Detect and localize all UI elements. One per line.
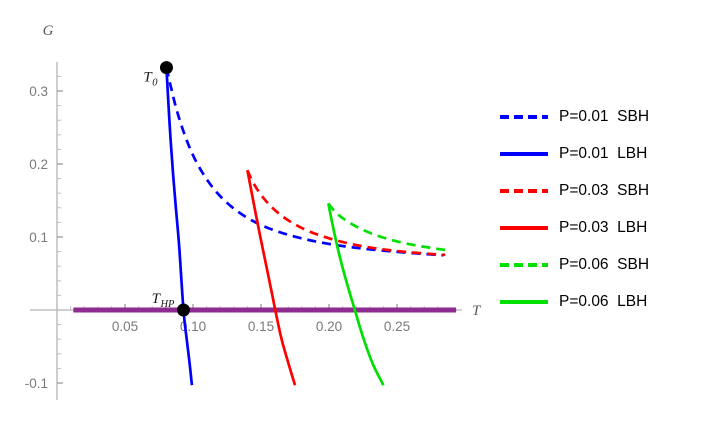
y-tick-label: 0.2: [29, 157, 48, 172]
y-axis-title: G: [43, 23, 54, 39]
x-tick-label: 0.15: [248, 319, 274, 334]
x-tick-label: 0.05: [112, 319, 138, 334]
legend-swatch-solid-green: [500, 299, 548, 304]
legend-item-p001-lbh[interactable]: P=0.01 LBH: [500, 135, 696, 172]
point-label-t0: T0: [143, 70, 158, 89]
y-tick-label: -0.1: [25, 376, 48, 391]
x-tick-label: 0.20: [316, 319, 342, 334]
point-label-thp: THP: [152, 291, 175, 310]
series-curve-p-0-03-sbh: [246, 169, 446, 257]
legend-swatch-dashed-red: [500, 188, 548, 193]
legend-item-p006-lbh[interactable]: P=0.06 LBH: [500, 283, 696, 320]
legend-label: P=0.03 SBH: [559, 181, 650, 199]
legend-label: P=0.06 LBH: [559, 292, 648, 310]
marker-point-thp: [176, 303, 190, 317]
x-tick-label: 0.25: [384, 319, 410, 334]
legend-swatch-solid-red: [500, 225, 548, 230]
y-tick-label: 0.3: [29, 84, 48, 99]
series-curve-p-0-01-sbh: [165, 67, 444, 257]
legend-swatch-dashed-blue: [500, 114, 548, 119]
marker-point-t0: [159, 61, 173, 75]
legend-swatch-dashed-green: [500, 262, 548, 267]
series-curve-p-0-01-lbh: [165, 67, 194, 386]
legend-item-p003-sbh[interactable]: P=0.03 SBH: [500, 172, 696, 209]
legend-label: P=0.03 LBH: [559, 218, 648, 236]
legend-label: P=0.06 SBH: [559, 255, 650, 273]
y-tick-label: 0.1: [29, 230, 48, 245]
series-curve-p-0-03-lbh: [246, 169, 297, 386]
legend-item-p006-sbh[interactable]: P=0.06 SBH: [500, 246, 696, 283]
x-axis-title: T: [472, 303, 482, 319]
legend-swatch-solid-blue: [500, 151, 548, 156]
legend-item-p001-sbh[interactable]: P=0.01 SBH: [500, 98, 696, 135]
series-curve-p-0-06-lbh: [326, 203, 385, 386]
legend-item-p003-lbh[interactable]: P=0.03 LBH: [500, 209, 696, 246]
series-curve-p-0-06-sbh: [327, 202, 447, 252]
chart-legend: P=0.01 SBH P=0.01 LBH P=0.03 SBH P=0.03 …: [500, 98, 696, 320]
legend-label: P=0.01 SBH: [559, 107, 650, 125]
legend-label: P=0.01 LBH: [559, 144, 648, 162]
